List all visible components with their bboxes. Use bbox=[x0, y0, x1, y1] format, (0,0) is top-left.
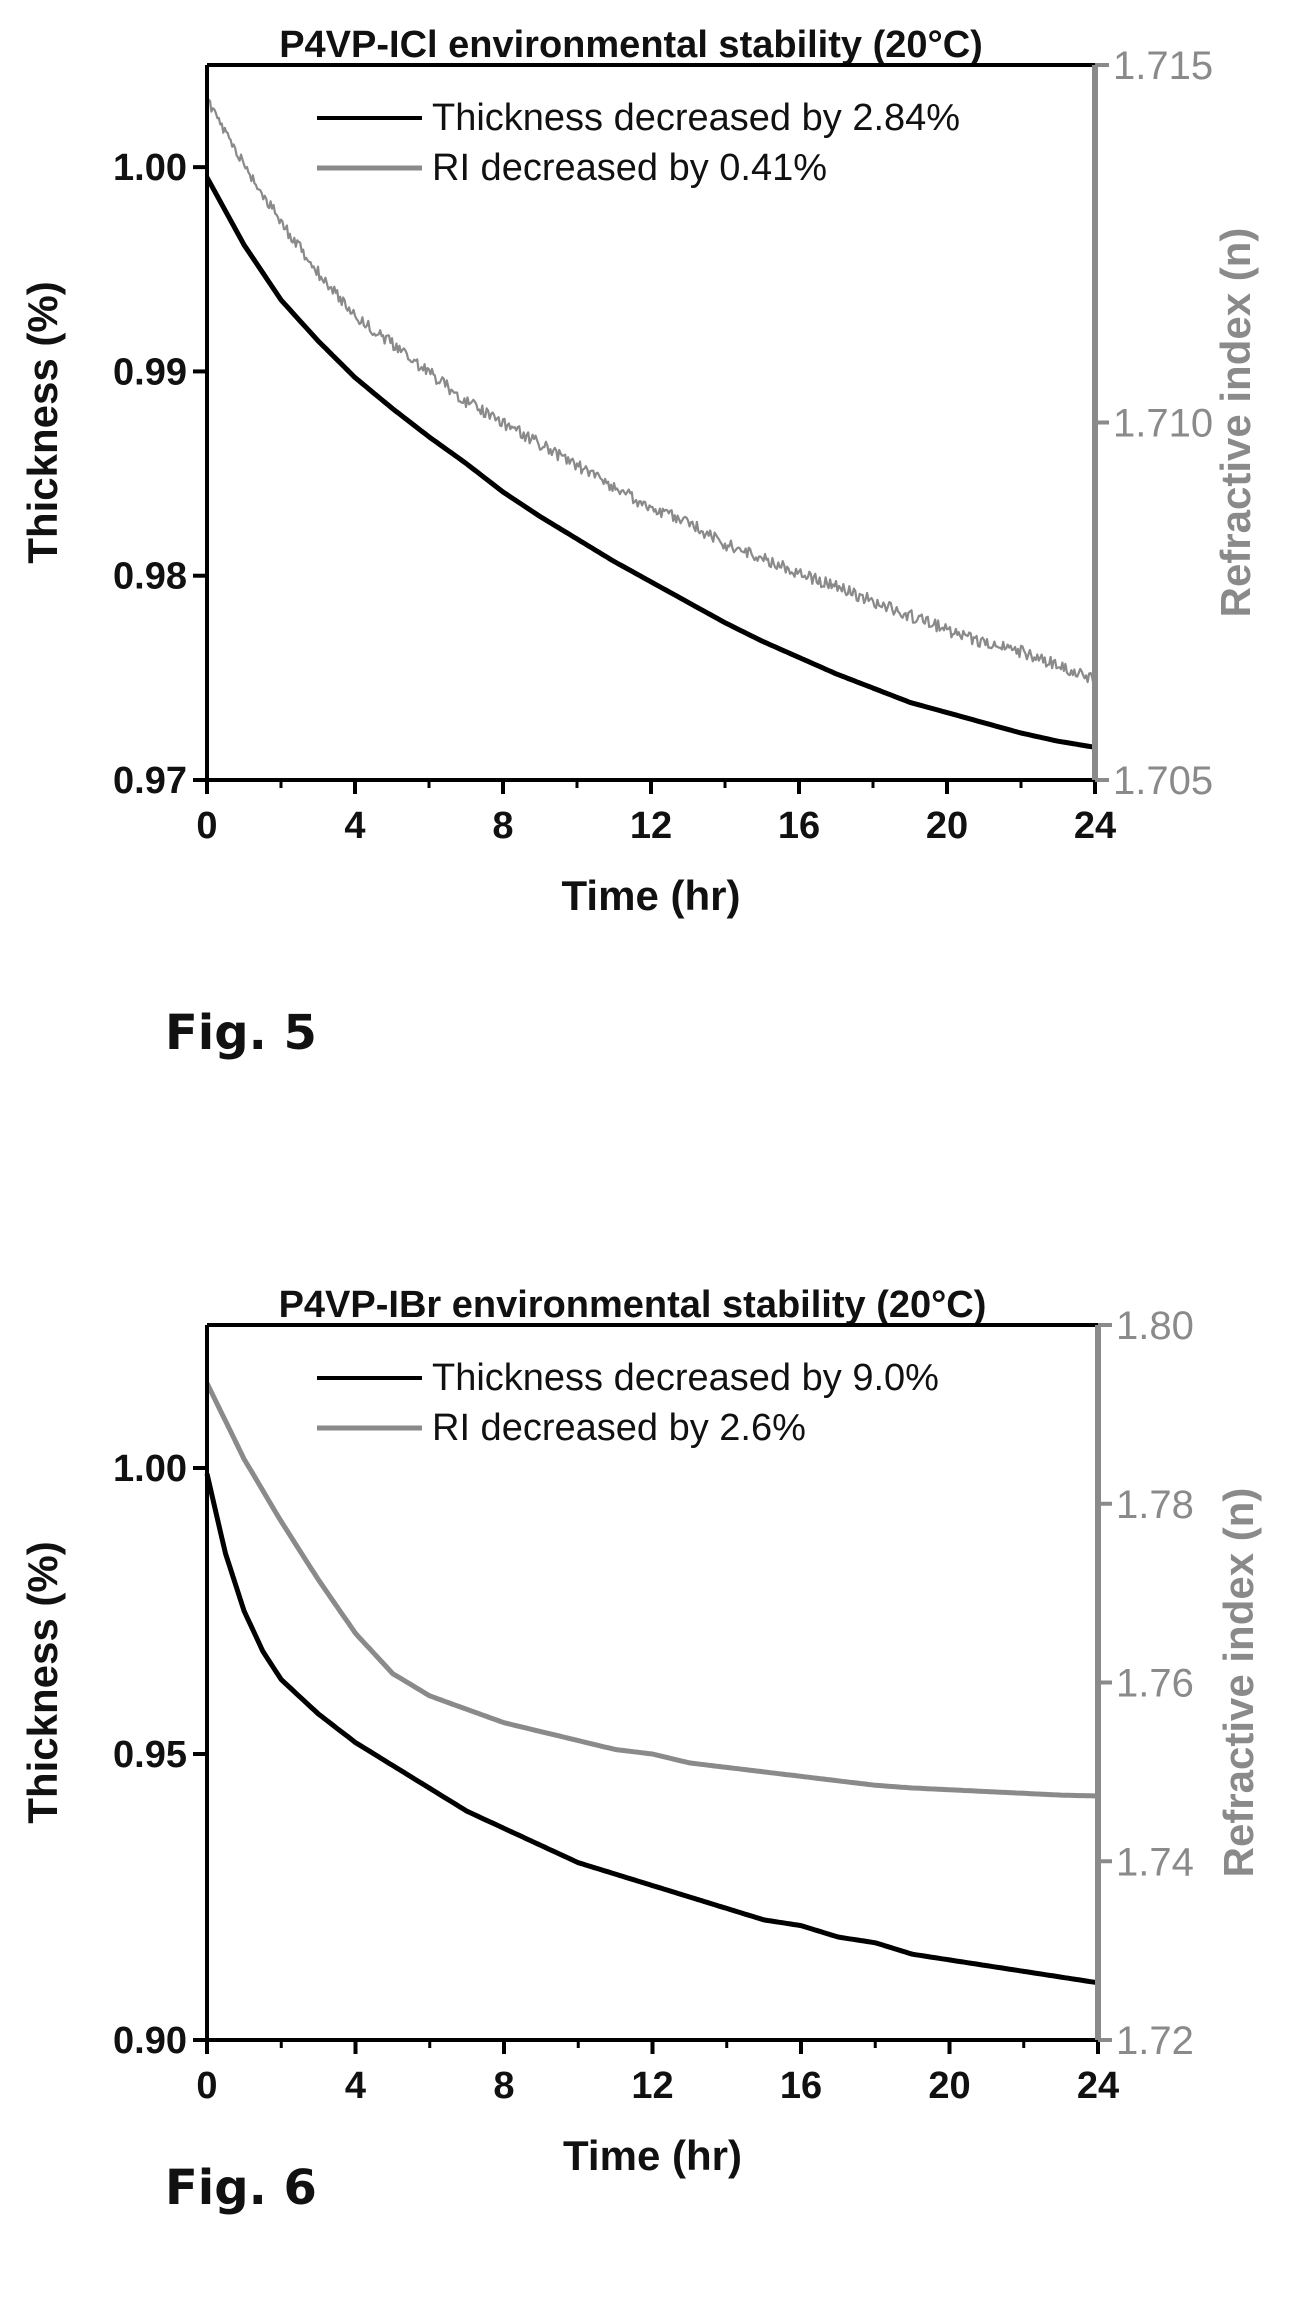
legend-label: RI decreased by 0.41% bbox=[432, 147, 827, 189]
y2-axis-label: Refractive index (n) bbox=[1212, 228, 1259, 618]
legend-label: RI decreased by 2.6% bbox=[432, 1407, 806, 1449]
y2-tick-label: 1.80 bbox=[1116, 1304, 1194, 1348]
x-tick-label: 24 bbox=[1074, 805, 1116, 847]
x-tick-label: 24 bbox=[1077, 2065, 1119, 2107]
x-tick-label: 16 bbox=[778, 805, 820, 847]
y-tick-label: 0.90 bbox=[113, 2020, 187, 2062]
x-tick-label: 4 bbox=[345, 2065, 366, 2107]
y-tick-label: 0.95 bbox=[113, 1734, 187, 1776]
plot-area: P4VP-IBr environmental stability (20°C) 0… bbox=[19, 1284, 1262, 2179]
chart-fig6: P4VP-IBr environmental stability (20°C) 0… bbox=[19, 1284, 1262, 2179]
figure-label: Fig. 6 bbox=[165, 2160, 317, 2216]
x-tick-label: 20 bbox=[926, 805, 968, 847]
chart-title: P4VP-IBr environmental stability (20°C) bbox=[279, 1284, 987, 1326]
plot-area: P4VP-ICl environmental stability (20°C) 0… bbox=[19, 24, 1259, 919]
chart-fig5: P4VP-ICl environmental stability (20°C) 0… bbox=[19, 24, 1259, 919]
figure-label: Fig. 5 bbox=[165, 1005, 317, 1061]
chart-title: P4VP-ICl environmental stability (20°C) bbox=[279, 24, 983, 66]
x-tick-label: 8 bbox=[493, 2065, 514, 2107]
figure-6: P4VP-IBr environmental stability (20°C) 0… bbox=[0, 1160, 1316, 2320]
y2-tick-label: 1.705 bbox=[1113, 759, 1213, 803]
y2-tick-label: 1.710 bbox=[1113, 402, 1213, 446]
y2-tick-label: 1.72 bbox=[1116, 2019, 1194, 2063]
series-line-refractive-index bbox=[205, 98, 1096, 686]
y-tick-label: 0.97 bbox=[113, 760, 187, 802]
x-tick-label: 8 bbox=[492, 805, 513, 847]
y-tick-label: 1.00 bbox=[113, 1448, 187, 1490]
x-tick-label: 20 bbox=[928, 2065, 970, 2107]
legend-label: Thickness decreased by 2.84% bbox=[432, 97, 960, 139]
y-tick-label: 0.99 bbox=[113, 351, 187, 393]
legend: Thickness decreased by 9.0% RI decreased … bbox=[317, 1357, 939, 1449]
series-line-thickness bbox=[204, 176, 1096, 750]
legend: Thickness decreased by 2.84% RI decreased… bbox=[317, 97, 960, 189]
y2-tick-label: 1.78 bbox=[1116, 1483, 1194, 1527]
y-tick-label: 1.00 bbox=[113, 147, 187, 189]
y-axis-label: Thickness (%) bbox=[19, 1541, 66, 1823]
figure-5: P4VP-ICl environmental stability (20°C) 0… bbox=[19, 24, 1259, 1061]
y2-tick-label: 1.76 bbox=[1116, 1662, 1194, 1706]
y2-tick-label: 1.74 bbox=[1116, 1840, 1194, 1884]
x-tick-label: 0 bbox=[196, 2065, 217, 2107]
y-tick-label: 0.98 bbox=[113, 556, 187, 598]
y2-tick-label: 1.715 bbox=[1113, 44, 1213, 88]
x-tick-label: 4 bbox=[344, 805, 365, 847]
x-tick-label: 0 bbox=[196, 805, 217, 847]
x-axis-label: Time (hr) bbox=[562, 872, 741, 919]
x-tick-label: 12 bbox=[631, 2065, 673, 2107]
y-axis-label: Thickness (%) bbox=[19, 281, 66, 563]
y2-axis-label: Refractive index (n) bbox=[1215, 1488, 1262, 1878]
legend-label: Thickness decreased by 9.0% bbox=[432, 1357, 939, 1399]
x-tick-label: 16 bbox=[780, 2065, 822, 2107]
x-axis-label: Time (hr) bbox=[563, 2132, 742, 2179]
series-line-refractive-index bbox=[204, 1382, 1099, 1799]
series-line-thickness bbox=[204, 1473, 1099, 1986]
x-tick-label: 12 bbox=[630, 805, 672, 847]
